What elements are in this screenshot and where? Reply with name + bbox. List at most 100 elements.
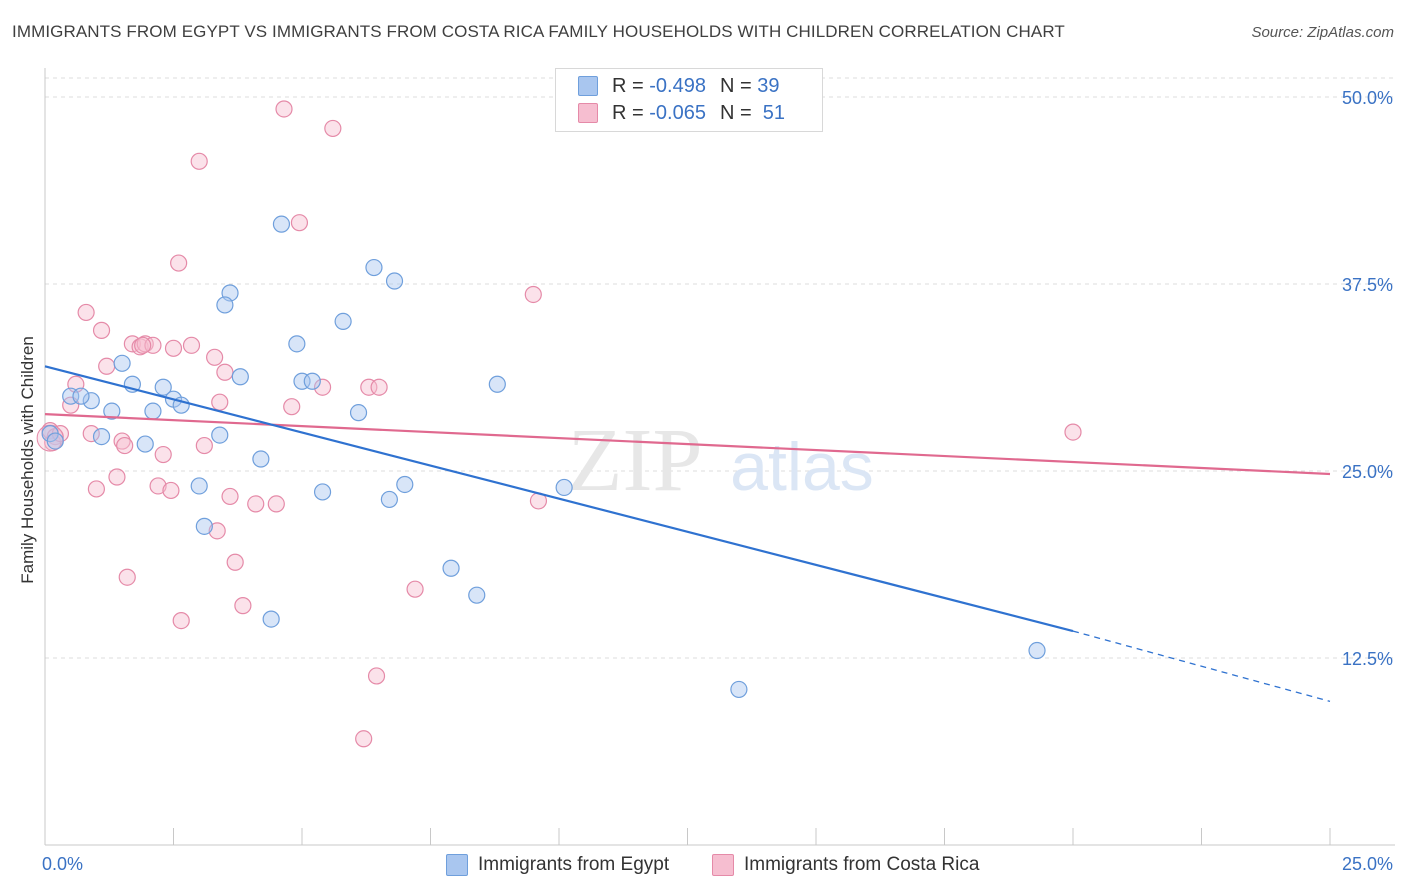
egypt-point [92,427,111,446]
y-tick-label: 25.0% [1342,462,1393,482]
costa-rica-point [118,568,136,586]
costa-rica-point [190,152,208,170]
legend-row-costa-rica: R = -0.065 N = 51 [578,101,785,125]
egypt-point [154,378,172,396]
costa-rica-point [172,611,190,630]
costa-rica-point [324,119,342,138]
trend-lines [44,365,1331,703]
costa-rica-point [108,468,126,486]
watermark-atlas: atlas [730,429,874,505]
axes [44,68,1395,846]
bottom-egypt-swatch [446,854,468,876]
costa-rica-trend-line [44,413,1331,476]
gridlines [45,77,1395,659]
egypt-n-value: 39 [757,74,780,97]
costa-rica-point [82,425,100,443]
costa-rica-points [36,100,1082,748]
egypt-point [380,490,398,509]
egypt-points [41,215,1046,699]
egypt-trend-line [44,365,1074,633]
costa-rica-point [370,378,388,396]
costa-rica-point [1064,423,1082,441]
egypt-point [555,478,573,497]
watermark-zip: ZIP [568,411,703,510]
costa-rica-point [87,480,106,498]
costa-rica-point [234,597,252,615]
axis-ticks: 12.5% 25.0% 37.5% 50.0% 0.0% 25.0% [42,88,1393,874]
egypt-n-label: N = [719,74,752,97]
egypt-point [195,517,213,535]
costa-r-value: -0.065 [649,101,706,124]
costa-rica-point [206,348,224,366]
egypt-point [216,296,234,314]
egypt-point [468,586,486,604]
costa-rica-point [313,378,332,396]
costa-rica-point [355,730,373,748]
costa-rica-point [290,214,309,232]
egypt-point [46,432,64,450]
legend-row-egypt: R = -0.498 N = 39 [578,74,779,98]
costa-n-label: N = [719,101,752,124]
costa-rica-swatch [578,103,598,123]
egypt-point [730,680,748,699]
egypt-r-value: -0.498 [649,74,706,97]
costa-rica-point [406,580,424,598]
egypt-point [349,404,368,422]
costa-rica-point [164,339,183,357]
costa-rica-point [182,336,201,354]
egypt-trend-line-extension [1072,630,1331,703]
costa-rica-point [226,553,244,571]
egypt-point [82,392,100,410]
egypt-point [211,426,229,444]
egypt-r-label: R = [612,74,644,97]
y-tick-label: 50.0% [1342,88,1393,108]
egypt-point [334,312,352,330]
costa-rica-point [162,481,180,500]
x-tick-label-min: 0.0% [42,854,83,874]
correlation-legend: R = -0.498 N = 39 R = -0.065 N = 51 [555,68,823,132]
costa-r-label: R = [612,101,644,124]
bottom-costa-label: Immigrants from Costa Rica [744,854,980,875]
egypt-point [262,610,280,628]
egypt-point [488,375,506,393]
watermark: ZIP atlas [568,411,874,510]
costa-rica-point [113,432,131,450]
egypt-point [72,387,90,405]
bottom-legend-costa-rica: Immigrants from Costa Rica [712,852,979,878]
costa-rica-point [170,254,188,272]
egypt-swatch [578,76,598,96]
costa-rica-point [247,495,265,513]
source-label: Source: ZipAtlas.com [1251,24,1394,41]
egypt-point [103,402,121,420]
egypt-point [190,477,208,495]
egypt-point [396,475,414,494]
chart-title: IMMIGRANTS FROM EGYPT VS IMMIGRANTS FROM… [12,22,1065,41]
egypt-point [136,435,154,453]
egypt-point [303,372,321,390]
costa-rica-point [77,303,95,322]
egypt-point [1028,641,1046,660]
costa-rica-point [211,393,229,411]
costa-rica-point [154,445,172,464]
costa-rica-point [195,436,213,455]
egypt-point [113,354,131,372]
egypt-point [231,368,249,386]
costa-rica-point [98,357,116,375]
bottom-legend-egypt: Immigrants from Egypt [446,852,669,878]
bottom-costa-swatch [712,854,734,876]
costa-rica-point [524,285,542,304]
costa-rica-point [275,100,293,118]
egypt-point [365,258,383,277]
egypt-point [385,272,404,290]
egypt-point [313,483,332,501]
egypt-point [252,450,270,468]
costa-rica-point [208,522,226,540]
y-tick-label: 37.5% [1342,275,1393,295]
costa-rica-point [216,363,234,381]
costa-rica-point [134,336,152,354]
costa-rica-point [283,398,301,416]
costa-n-value: 51 [762,101,786,124]
y-tick-label: 12.5% [1342,649,1393,669]
egypt-point [288,335,306,353]
